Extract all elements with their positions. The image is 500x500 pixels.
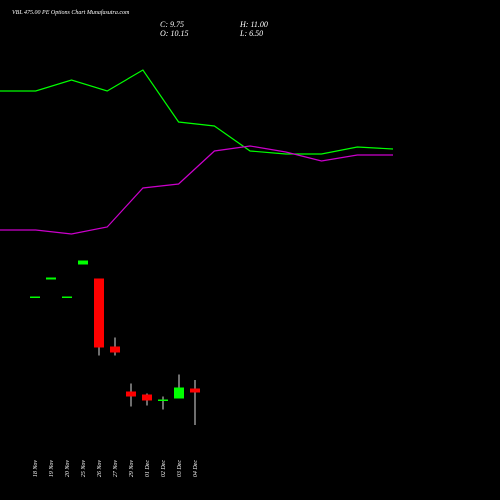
candle-body (46, 277, 56, 280)
x-tick-label: 26 Nov (97, 460, 103, 478)
candle-body (62, 296, 72, 298)
x-tick-label: 19 Nov (49, 460, 55, 478)
candle-body (126, 391, 136, 397)
x-tick-label: 04 Dec (192, 460, 199, 477)
ohlc-open: O: 10.15 (160, 29, 188, 38)
x-tick-label: 02 Dec (161, 460, 167, 477)
x-tick-label: 20 Nov (65, 460, 71, 478)
line-series (0, 69, 394, 155)
candle-body (190, 388, 200, 393)
x-tick-label: 03 Dec (177, 460, 183, 477)
line-series (0, 145, 393, 235)
x-tick-label: 01 Dec (145, 460, 151, 477)
ohlc-low: L: 6.50 (239, 29, 263, 38)
candle-body (158, 399, 168, 401)
ohlc-high: H: 11.00 (239, 20, 268, 29)
candle-body (30, 296, 40, 298)
candle-body (94, 278, 104, 348)
candle-body (174, 387, 184, 399)
candle-body (78, 260, 88, 265)
candle-body (142, 394, 152, 401)
x-tick-label: 27 Nov (113, 460, 119, 478)
chart-title: VBL 475.00 PE Options Chart Munafasutra.… (12, 9, 130, 16)
x-tick-label: 29 Nov (129, 460, 135, 478)
x-tick-label: 25 Nov (81, 460, 87, 478)
x-tick-label: 18 Nov (33, 460, 39, 478)
candle-body (110, 346, 120, 353)
ohlc-close: C: 9.75 (160, 20, 184, 29)
